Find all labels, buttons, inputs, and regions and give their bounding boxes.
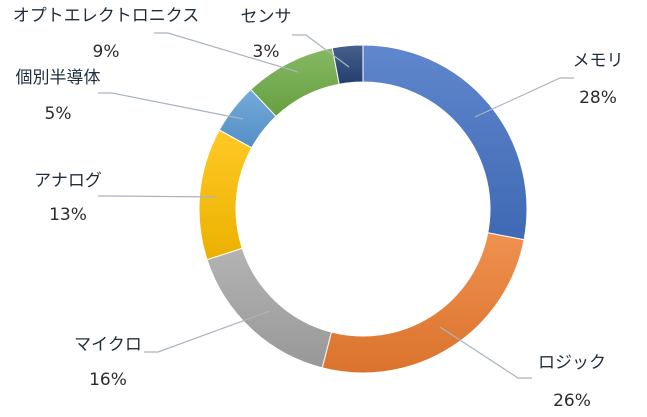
slice-4-arc [198, 129, 253, 261]
leader-lines [98, 32, 574, 379]
slice-6-value-label: 9% [93, 42, 120, 62]
slice-2-leader-line [439, 326, 532, 379]
slice-1-value-label: 28% [579, 88, 617, 108]
data-labels: メモリ 28% ロジック 26% マイクロ 16% アナログ 13% 個別半導体 5% オプトエレク… [13, 6, 624, 411]
donut-slices [198, 44, 528, 374]
slice-5-category-label: 個別半導体 [16, 68, 101, 88]
slice-7-category-label: センサ [241, 7, 292, 27]
slice-1-arc [362, 44, 528, 241]
slice-4-category-label: アナログ [34, 171, 102, 191]
slice-3-arc [206, 247, 333, 369]
slice-6-category-label: オプトエレクトロニクス [13, 6, 200, 26]
slice-2-value-label: 26% [553, 391, 591, 411]
slice-1-category-label: メモリ [573, 51, 624, 71]
slice-3-value-label: 16% [89, 370, 127, 390]
slice-1-leader-line [474, 77, 574, 118]
slice-2-arc [321, 232, 525, 374]
slice-7-arc [331, 44, 364, 85]
slice-7-leader-line [292, 34, 350, 68]
slice-4-leader-line [98, 195, 217, 198]
slice-6-leader-line [154, 32, 299, 73]
slice-5-leader-line [98, 92, 244, 120]
slice-7-value-label: 3% [253, 42, 280, 62]
slice-3-category-label: マイクロ [74, 335, 142, 355]
slice-4-value-label: 13% [49, 205, 87, 225]
slice-2-category-label: ロジック [538, 353, 606, 373]
slice-3-leader-line [144, 310, 271, 353]
slice-5-value-label: 5% [45, 104, 72, 124]
